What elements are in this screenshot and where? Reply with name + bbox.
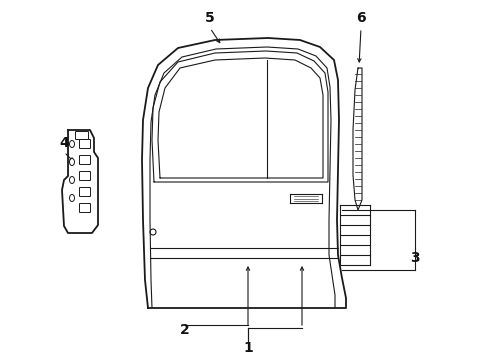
- FancyBboxPatch shape: [79, 188, 91, 197]
- Text: 2: 2: [180, 323, 190, 337]
- FancyBboxPatch shape: [79, 140, 91, 149]
- Text: 4: 4: [59, 136, 69, 150]
- Text: 5: 5: [205, 11, 215, 25]
- Ellipse shape: [70, 158, 74, 166]
- Ellipse shape: [70, 140, 74, 148]
- FancyBboxPatch shape: [79, 156, 91, 165]
- FancyBboxPatch shape: [79, 171, 91, 180]
- Text: 6: 6: [356, 11, 366, 25]
- Ellipse shape: [70, 176, 74, 184]
- FancyBboxPatch shape: [75, 131, 89, 140]
- Ellipse shape: [70, 194, 74, 202]
- FancyBboxPatch shape: [79, 203, 91, 212]
- Polygon shape: [62, 130, 98, 233]
- Text: 3: 3: [410, 251, 420, 265]
- Text: 1: 1: [243, 341, 253, 355]
